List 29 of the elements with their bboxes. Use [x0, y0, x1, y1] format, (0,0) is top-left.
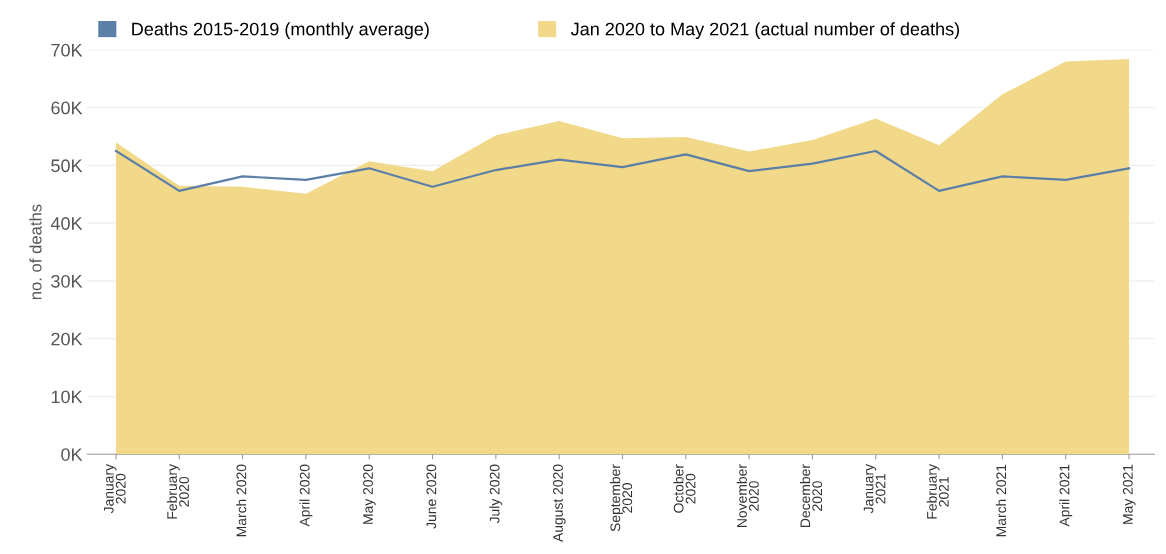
x-tick-label: November 2020	[736, 464, 759, 527]
x-tick-label: July 2020	[489, 464, 503, 524]
legend-label: Jan 2020 to May 2021 (actual number of deaths)	[570, 22, 960, 40]
x-tick-label: May 2020	[363, 464, 376, 524]
x-tick-label: October 2020	[673, 464, 696, 513]
x-tick-label: June 2020	[426, 464, 437, 529]
x-tick-label: September 2020	[610, 464, 633, 532]
x-tick-label: August 2020	[553, 464, 566, 542]
x-tick-label: April 2021	[1059, 464, 1073, 527]
y-tick-label: 10K	[51, 390, 83, 404]
y-axis-title: no. of deaths	[29, 204, 42, 300]
x-tick-label: March 2020	[236, 464, 247, 537]
legend-label: Deaths 2015-2019 (monthly average)	[132, 22, 429, 40]
x-tick-label: May 2021	[1122, 464, 1136, 524]
x-tick-label: March 2021	[995, 464, 1007, 537]
x-tick-label: February 2020	[166, 464, 189, 519]
line-series	[114, 149, 1131, 192]
y-tick-label: 0K	[61, 448, 83, 461]
y-tick-label: 30K	[51, 274, 83, 288]
y-tick-label: 50K	[51, 159, 83, 173]
y-tick-label: 60K	[51, 101, 83, 115]
x-tick-label: December 2020	[799, 464, 823, 527]
x-tick-label: January 2021	[863, 464, 886, 514]
y-tick-label: 40K	[50, 217, 83, 230]
x-tick-label: January 2020	[104, 464, 126, 514]
y-tick-label: 70K	[51, 43, 83, 57]
y-tick-label: 20K	[51, 332, 83, 346]
x-tick-label: April 2020	[299, 464, 313, 527]
x-tick-label: February 2021	[926, 464, 949, 519]
